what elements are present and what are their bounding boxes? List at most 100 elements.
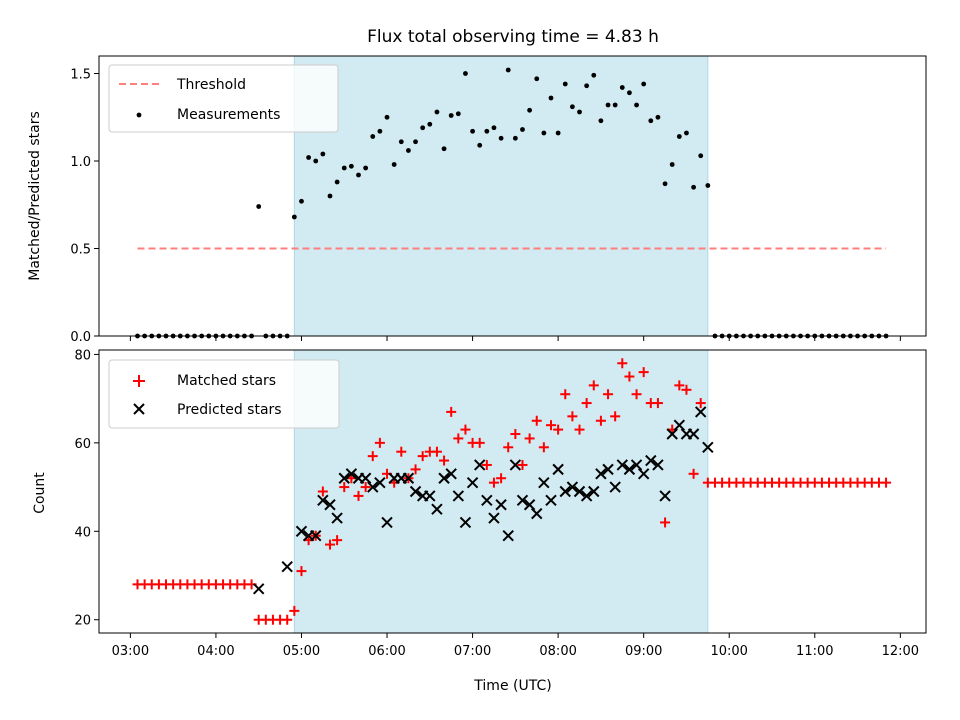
measurement-point	[334, 179, 340, 185]
measurements-points	[135, 67, 889, 339]
predicted-star-point	[295, 525, 308, 538]
predicted-star-point	[602, 463, 614, 476]
measurement-point	[684, 130, 689, 136]
matched-star-point	[595, 415, 606, 426]
predicted-legend-swatch	[133, 403, 145, 415]
measurement-point	[705, 183, 711, 188]
measurement-point	[448, 113, 454, 118]
measurement-point	[434, 109, 440, 115]
matched-star-point	[282, 614, 293, 625]
predicted-star-point	[652, 459, 664, 471]
matched-star-point	[488, 477, 499, 488]
predicted-star-point	[331, 512, 343, 524]
measurement-point	[520, 127, 525, 132]
matched-star-point	[503, 442, 514, 453]
measurement-point	[627, 90, 632, 96]
measurement-point	[470, 128, 475, 134]
measurement-point	[527, 107, 533, 113]
measurement-point	[584, 83, 590, 89]
matched-star-point	[610, 411, 621, 422]
matched-star-point	[638, 367, 649, 378]
predicted-star-point	[431, 503, 443, 515]
x-tick-label: 12:00	[882, 644, 919, 659]
measurement-point	[370, 134, 376, 139]
measurement-point	[306, 155, 312, 160]
predicted-star-point	[445, 468, 457, 480]
predicted-star-point	[616, 459, 628, 471]
predicted-star-point	[673, 419, 686, 431]
predicted-star-point	[523, 499, 536, 511]
y-tick-label: 0.0	[70, 330, 91, 345]
predicted-star-point	[281, 560, 293, 573]
matched-stars-points	[132, 358, 892, 625]
predicted-star-point	[695, 406, 707, 418]
matched-star-point	[603, 389, 614, 400]
predicted-star-point	[645, 454, 657, 467]
matched-star-point	[681, 384, 692, 395]
legend-measurements-label: Measurements	[177, 107, 280, 123]
measurement-point	[691, 184, 696, 190]
predicted-star-point	[459, 516, 472, 529]
matched-star-point	[396, 446, 407, 457]
bottom-axes-frame	[98, 349, 927, 634]
observing-span-rect	[293, 349, 709, 634]
measurement-point	[634, 102, 639, 108]
measurement-point	[591, 72, 597, 78]
measurements-legend-swatch	[136, 112, 142, 118]
matched-star-point	[574, 424, 585, 435]
legend-matched-label: Matched stars	[177, 373, 276, 389]
measurement-point	[341, 165, 347, 171]
predicted-star-point	[438, 472, 450, 484]
predicted-star-point	[409, 485, 422, 498]
x-tick-label: 07:00	[454, 644, 491, 659]
predicted-star-point	[466, 476, 479, 489]
matched-star-point	[517, 459, 528, 470]
predicted-star-point	[580, 490, 593, 502]
measurement-point	[327, 193, 333, 199]
measurement-point	[598, 118, 604, 124]
matched-star-point	[324, 539, 335, 550]
matched-star-point	[531, 415, 542, 426]
measurement-point	[363, 165, 369, 171]
predicted-star-point	[502, 530, 514, 542]
matched-star-point	[652, 398, 663, 409]
measurement-point	[477, 142, 483, 148]
bottom-y-axis-label: Count	[32, 472, 48, 514]
matched-star-point	[339, 482, 350, 493]
matched-star-point	[317, 486, 328, 497]
predicted-star-point	[488, 512, 500, 524]
matched-star-point	[367, 451, 378, 462]
predicted-star-point	[310, 530, 322, 542]
matched-star-point	[567, 411, 578, 422]
chart-title: Flux total observing time = 4.83 h	[367, 27, 659, 47]
x-tick-label: 11:00	[796, 644, 833, 659]
matched-star-point	[545, 420, 556, 431]
x-tick-label: 05:00	[283, 644, 320, 659]
measurement-point	[491, 125, 497, 131]
matched-star-point	[289, 605, 300, 616]
measurement-point	[320, 151, 326, 157]
measurement-point	[356, 172, 361, 178]
y-tick-label: 60	[74, 437, 91, 452]
matched-star-point	[360, 482, 371, 493]
predicted-star-point	[381, 516, 393, 529]
measurement-point	[569, 104, 575, 110]
predicted-star-point	[324, 499, 336, 511]
predicted-star-point	[374, 476, 386, 489]
measurement-point	[391, 162, 397, 167]
measurement-point	[555, 130, 561, 136]
measurement-point	[548, 95, 554, 101]
predicted-star-point	[481, 494, 493, 507]
predicted-star-point	[252, 583, 265, 595]
matched-star-point	[417, 451, 428, 462]
y-tick-label: 1.5	[70, 68, 91, 83]
y-tick-label: 0.5	[70, 243, 91, 258]
top-y-axis-label: Matched/Predicted stars	[27, 111, 43, 281]
measurement-point	[562, 81, 568, 87]
matched-star-point	[588, 380, 599, 391]
bottom-legend: Matched stars Predicted stars	[108, 359, 340, 429]
predicted-star-point	[630, 459, 643, 471]
bottom-y-ticks: 20 40 60 80	[74, 348, 99, 629]
predicted-star-point	[516, 494, 529, 507]
